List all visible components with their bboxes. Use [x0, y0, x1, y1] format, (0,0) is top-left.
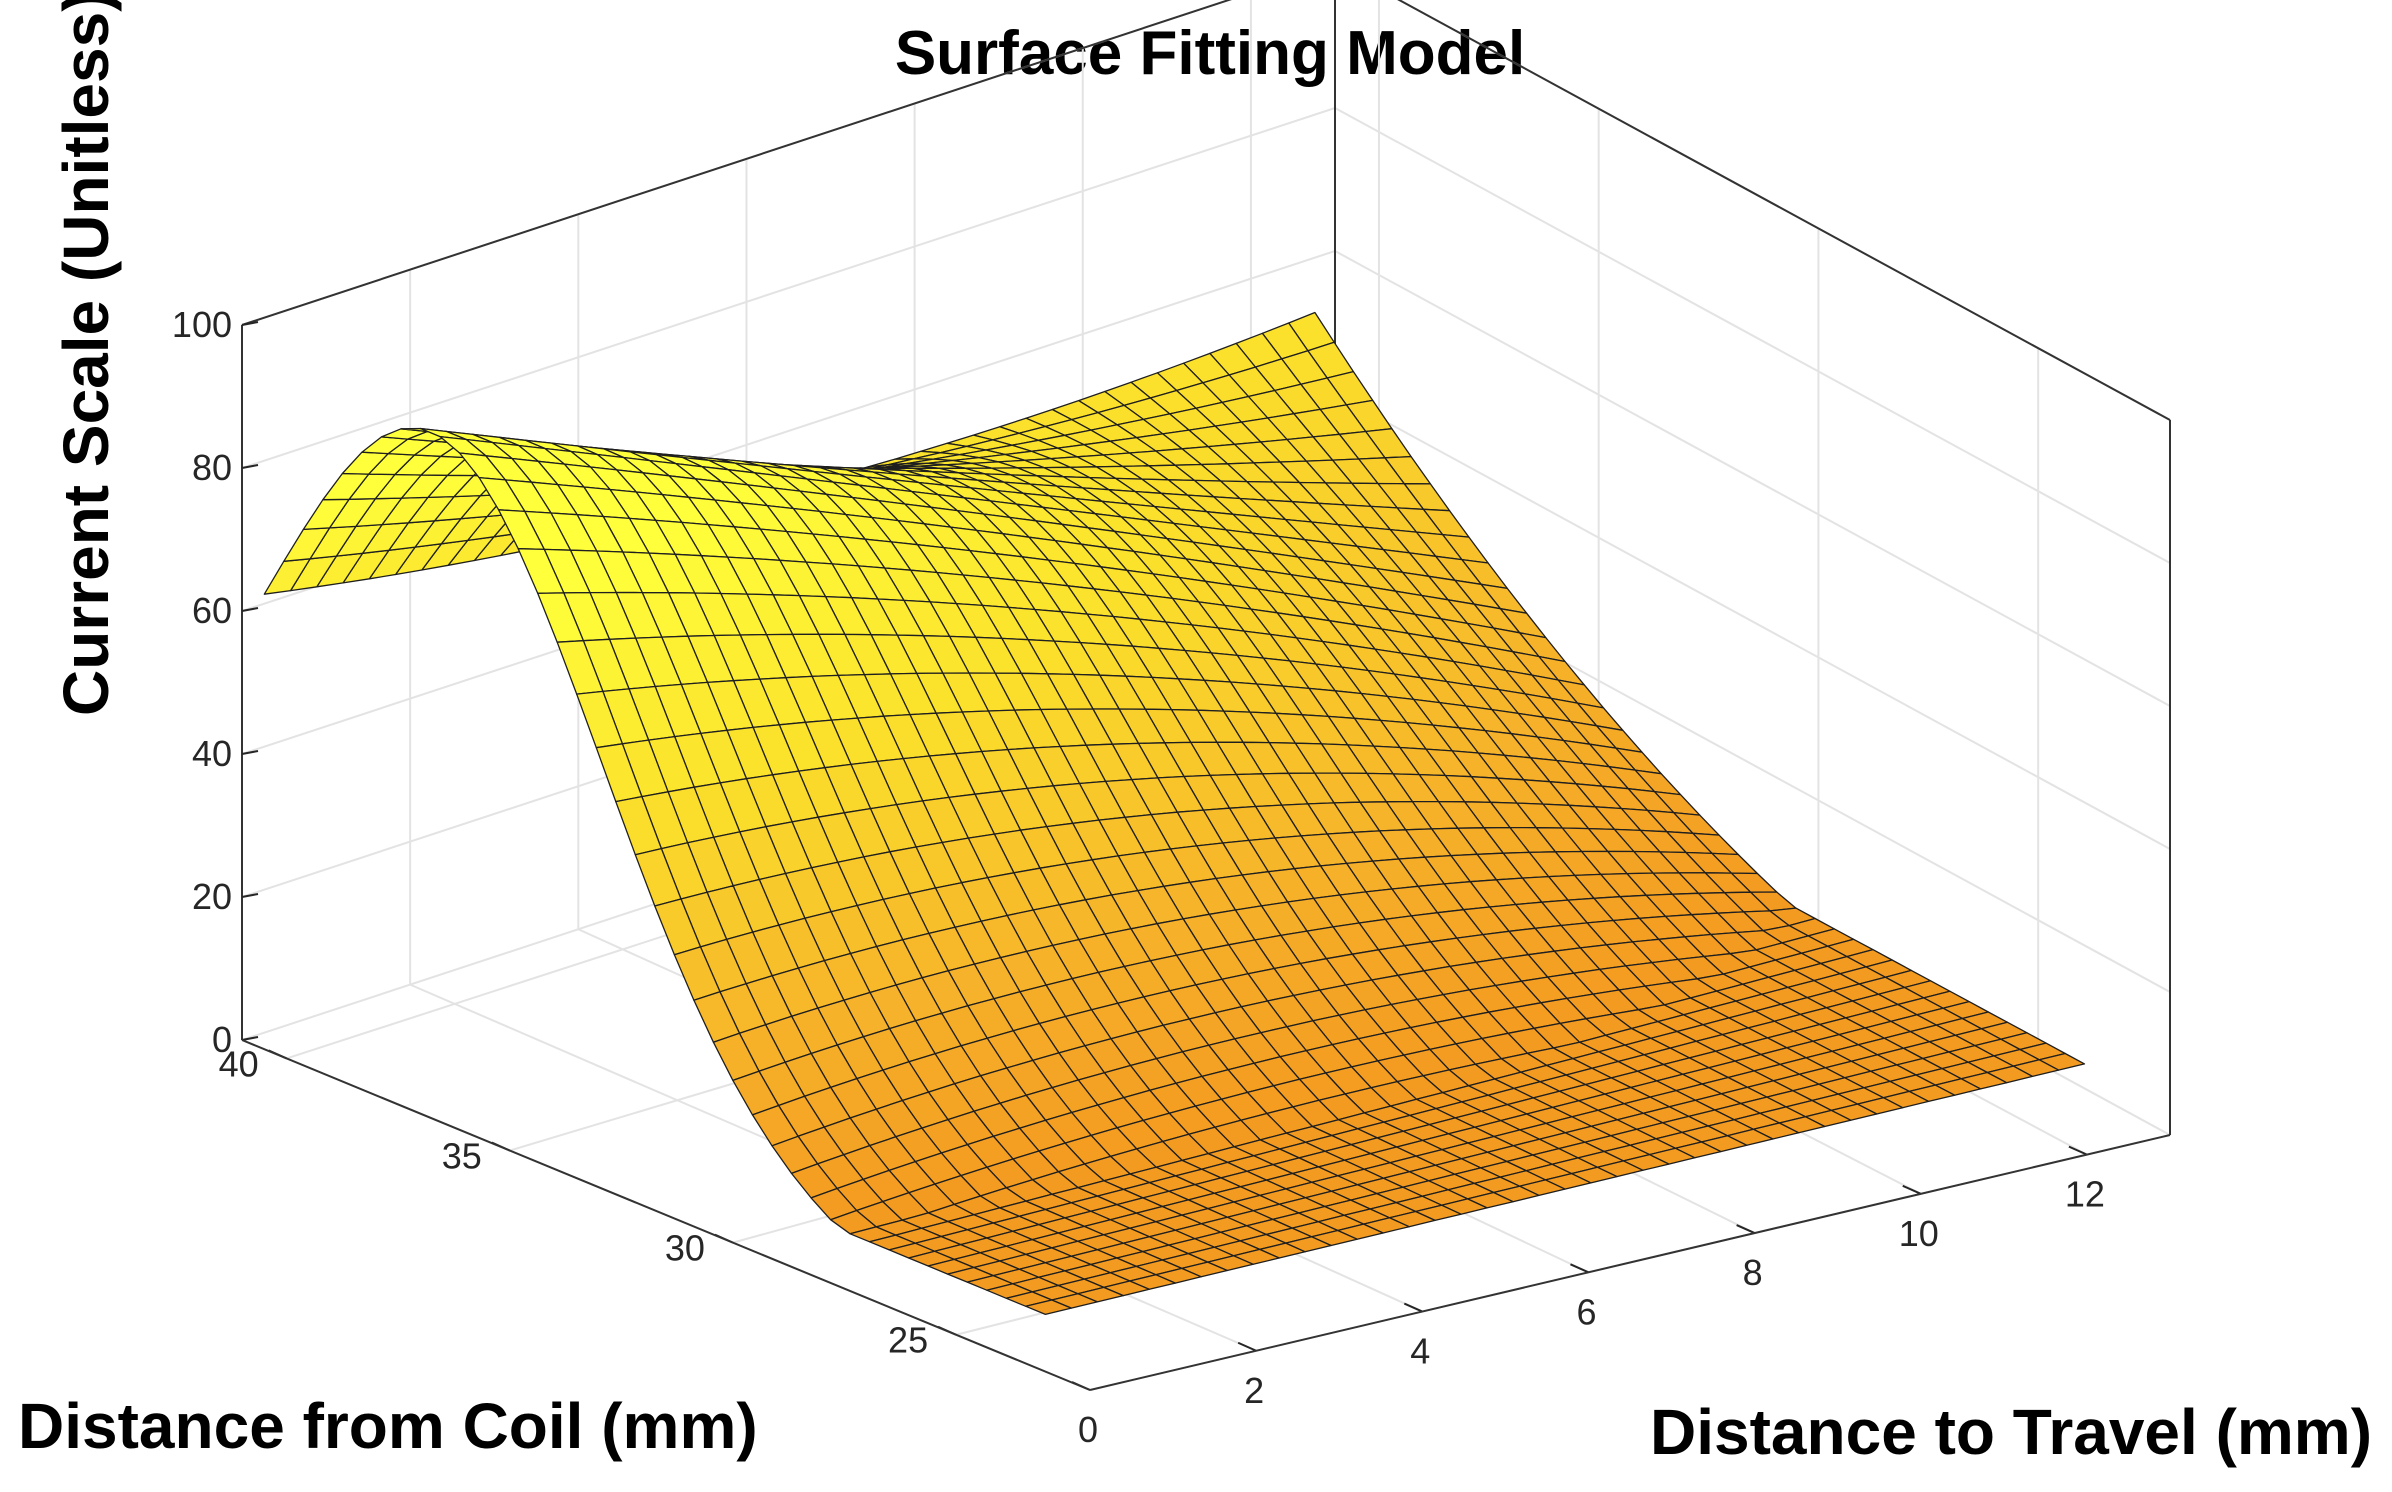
z-tick-mark: [241, 1036, 259, 1041]
x-tick-label: 6: [1576, 1291, 1596, 1332]
z-tick-label: 40: [192, 733, 232, 774]
z-tick-label: 20: [192, 876, 232, 917]
z-grid-line: [241, 107, 1336, 469]
x-tick-label: 10: [1899, 1213, 1939, 1254]
y-tick-label: 35: [442, 1136, 482, 1177]
y-axis-label: Distance from Coil (mm): [18, 1390, 758, 1462]
x-axis-label: Distance to Travel (mm): [1650, 1396, 2372, 1468]
x-tick-mark: [1570, 1263, 1589, 1274]
box-front-layer: [241, 1039, 2171, 1391]
x-tick-mark: [1902, 1184, 1922, 1195]
x-tick-label: 8: [1743, 1252, 1763, 1293]
x-tick-label: 2: [1244, 1370, 1264, 1411]
z-tick-label: 100: [172, 304, 232, 345]
chart-title: Surface Fitting Model: [895, 19, 1525, 88]
z-grid-line: [1334, 393, 2171, 850]
box-back-layer: [241, 0, 2171, 1135]
y-tick-label: 30: [665, 1228, 705, 1269]
z-tick-label: 60: [192, 590, 232, 631]
x-tick-mark: [2068, 1145, 2088, 1156]
z-axis-label: Current Scale (Unitless): [50, 0, 122, 716]
x-tick-mark: [1237, 1341, 1257, 1352]
box-edge: [1397, 0, 2171, 421]
z-grid-line: [1334, 107, 2171, 564]
surface-mesh: [263, 311, 2086, 1316]
box-edge: [1089, 1134, 2171, 1391]
z-tick-mark: [241, 607, 259, 612]
z-tick-mark: [241, 750, 259, 755]
z-tick-label: 0: [212, 1019, 232, 1060]
x-tick-mark: [1403, 1302, 1423, 1313]
surface-cell: [1025, 1299, 1072, 1316]
z-tick-mark: [241, 321, 259, 326]
box-edge: [241, 0, 1232, 326]
z-tick-mark: [241, 893, 259, 898]
x-tick-label: 12: [2065, 1174, 2105, 1215]
z-tick-label: 80: [192, 447, 232, 488]
x-tick-label: 4: [1410, 1331, 1430, 1372]
box-edge: [241, 1039, 1091, 1391]
x-tick-label: 0: [1078, 1409, 1098, 1450]
y-tick-label: 40: [219, 1043, 259, 1084]
z-tick-mark: [241, 464, 259, 469]
z-grid-line: [1334, 250, 2171, 707]
y-tick-label: 25: [888, 1320, 928, 1361]
x-tick-mark: [1736, 1224, 1756, 1234]
